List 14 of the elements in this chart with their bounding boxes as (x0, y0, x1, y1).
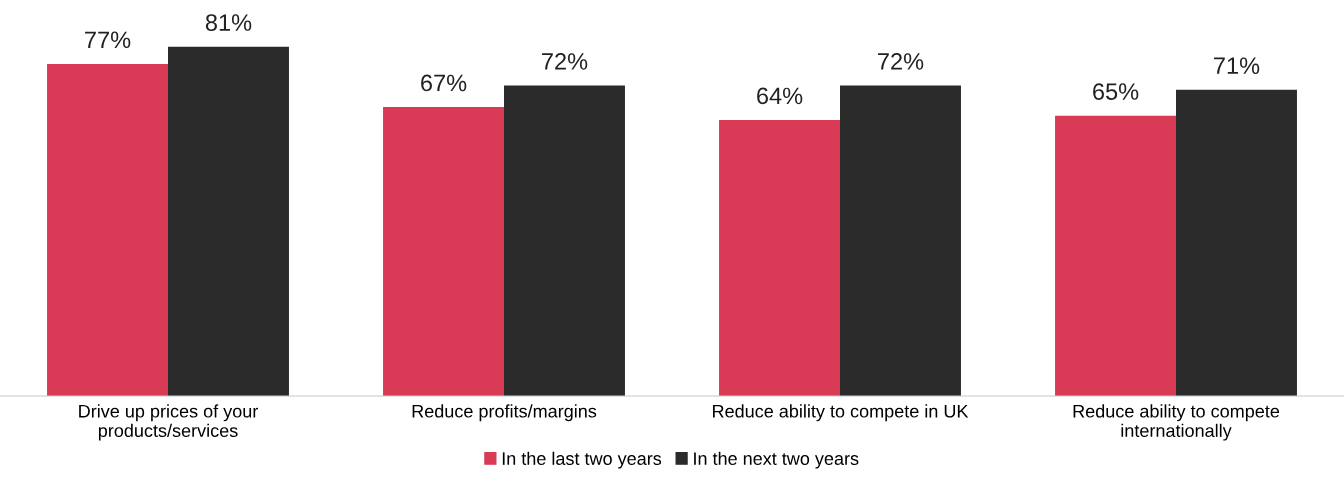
data-label: 71% (1214, 57, 1260, 74)
data-label: 72% (878, 53, 924, 70)
data-label: 72% (542, 53, 588, 70)
data-label: 64% (757, 87, 803, 105)
data-label: 77% (85, 31, 131, 49)
x-tick-label: Drive up prices of your products/services (79, 404, 259, 441)
x-tick-label: Reduce ability to compete internationally (1073, 404, 1280, 441)
data-label: 65% (1093, 83, 1139, 100)
data-label: 81% (205, 14, 252, 31)
x-tick-label: Reduce ability to compete in UK (713, 404, 969, 422)
legend-label: In the next two years (694, 451, 859, 469)
x-tick-label: Reduce profits/margins (412, 404, 597, 422)
data-label: 67% (421, 74, 467, 92)
legend-label: In the last two years (502, 451, 662, 469)
